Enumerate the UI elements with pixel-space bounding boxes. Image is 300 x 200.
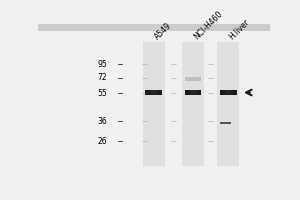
Bar xyxy=(220,90,236,95)
Bar xyxy=(190,90,196,95)
Bar xyxy=(182,42,204,166)
Bar xyxy=(145,90,163,95)
Text: A549: A549 xyxy=(153,21,173,41)
Text: 95: 95 xyxy=(98,60,107,69)
Bar xyxy=(38,24,270,31)
Text: 72: 72 xyxy=(98,73,107,82)
Bar xyxy=(217,42,239,166)
Bar xyxy=(185,90,201,95)
Bar xyxy=(225,90,232,95)
Bar xyxy=(150,90,157,95)
Text: 36: 36 xyxy=(98,117,107,126)
Text: H.liver: H.liver xyxy=(227,17,251,41)
Bar xyxy=(220,122,232,124)
Bar xyxy=(185,77,201,81)
Text: NCI-H460: NCI-H460 xyxy=(192,9,224,41)
Text: 55: 55 xyxy=(98,89,107,98)
Text: 26: 26 xyxy=(98,137,107,146)
Bar xyxy=(143,42,165,166)
